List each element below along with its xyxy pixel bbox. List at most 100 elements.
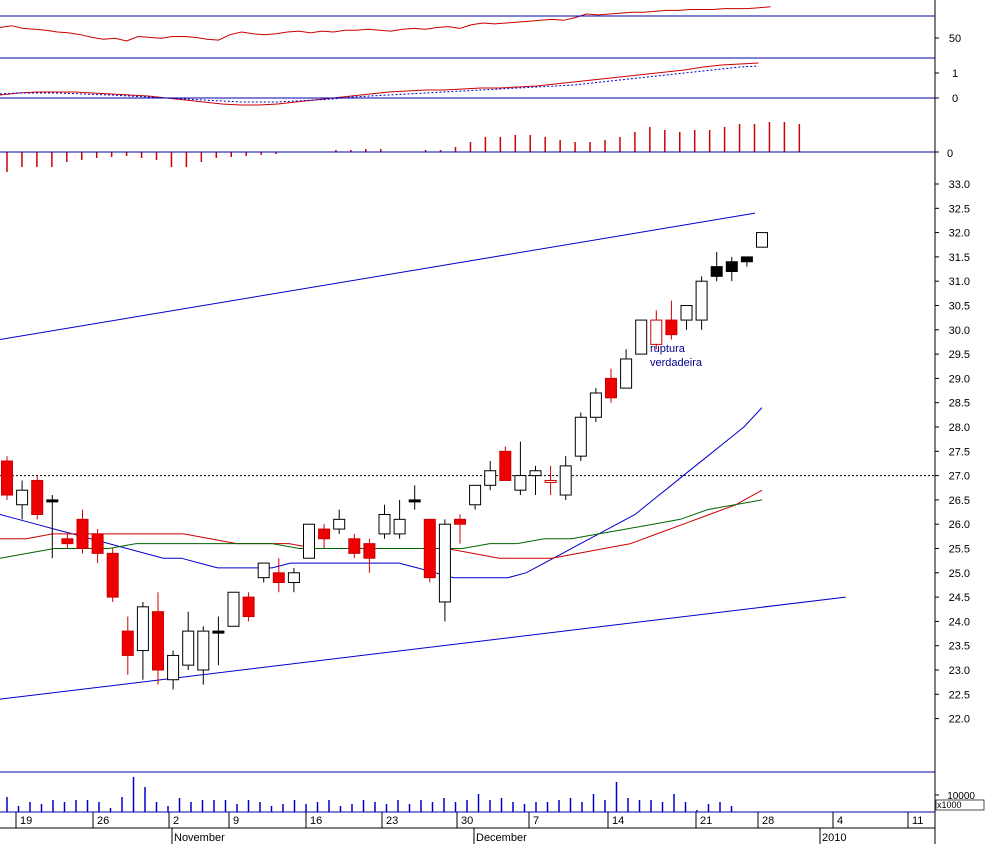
x-tick-label: 21 [700,815,712,827]
y-tick-label: 22.5 [949,689,970,701]
candle-body [152,611,164,671]
candle-body [197,630,210,671]
annotation-text: ruptura [650,343,686,355]
moving-average-line [0,407,763,579]
candle-body [1,460,13,496]
y-tick-label: 32.0 [949,228,970,240]
candle-body [227,591,240,627]
candle-body [574,416,587,457]
candle-body [363,543,376,559]
candle-body [423,518,436,579]
annotation-text: verdadeira [650,357,703,369]
candle-body [121,630,134,656]
candle-body [272,572,285,584]
y-tick-label: 31.0 [949,276,970,288]
candle-body [635,319,648,355]
candle-body [620,358,633,389]
candle-body [408,499,421,503]
candle-body [756,232,768,248]
candle-body [106,552,119,598]
candle-body [514,475,527,491]
unit-label-box [935,799,985,811]
y-tick-label: 24.5 [949,592,970,604]
y-tick-label: 32.5 [949,203,970,215]
candle-body [91,533,104,554]
candle-body [348,538,361,554]
macd-line [0,62,759,106]
y-tick-label: 30.0 [949,325,970,337]
y-tick-label: 24.0 [949,616,970,628]
candle-body [454,518,466,525]
y-tick-label: 0 [952,93,958,105]
candle-body [665,319,678,336]
month-label: December [476,832,527,844]
x-tick-label: 19 [20,815,32,827]
candle-body [136,606,149,652]
candle-body [544,479,557,483]
y-tick-label: 27.0 [949,471,970,483]
y-tick-label: 27.5 [949,446,970,458]
candle-body [680,305,693,321]
candle-body [710,266,723,277]
candle-body [257,562,270,579]
y-tick-label: 23.5 [949,641,970,653]
y-tick-label: 28.0 [949,422,970,434]
month-label: 2010 [822,832,846,844]
y-tick-label: 50 [949,33,961,45]
candle-body [287,572,300,584]
y-tick-label: 30.5 [949,301,970,313]
candle-body [605,377,617,399]
candle-body [725,261,738,272]
y-tick-label: 22.0 [949,714,970,726]
macd-panel: 10 [0,62,958,106]
candle-body [469,484,482,506]
macd-line [0,65,759,103]
y-tick-label: 25.0 [949,568,970,580]
y-tick-label: 10000 [947,791,975,802]
candle-body [303,523,315,559]
month-label: November [174,832,225,844]
price-panel: 22.0 22.5 23.0 23.5 24.0 24.5 25.0 25.5 26.0 26.5… [0,179,970,726]
y-tick-label: 26.0 [949,519,970,531]
x-tick-label: 23 [386,815,398,827]
candle-body [589,392,602,418]
candle-body [76,518,89,550]
candle-body [393,518,406,535]
candle-body [167,654,180,681]
trend-line [0,212,756,341]
y-tick-label: 29.0 [949,373,970,385]
candle-body [740,256,753,263]
x-tick-label: 30 [461,815,473,827]
x-tick-label: 7 [533,815,539,827]
y-tick-label: 25.5 [949,544,970,556]
y-tick-label: 1 [952,68,958,80]
x-tick-label: 26 [97,815,109,827]
candle-body [31,479,44,515]
x-tick-label: 9 [233,815,239,827]
x-tick-label: 28 [762,815,774,827]
y-tick-label: 23.0 [949,665,970,677]
candle-body [333,518,346,530]
y-tick-label: 0 [947,148,953,160]
x-tick-label: 2 [173,815,179,827]
candle-body [650,319,663,345]
x-tick-label: 11 [912,815,923,827]
candle-body [318,528,331,540]
unit-label: x1000 [937,800,962,810]
x-tick-label: 4 [837,815,843,827]
histogram-panel: 0 [6,122,953,172]
y-tick-label: 29.5 [949,349,970,361]
candle-body [484,470,497,486]
y-tick-label: 31.5 [949,252,970,264]
rsi-line [0,6,771,42]
candle-body [212,630,225,634]
candle-body [438,523,451,603]
candle-body [182,630,195,666]
x-tick-label: 16 [310,815,322,827]
candle-body [695,280,708,321]
candle-body [559,465,572,496]
candle-body [378,513,391,535]
candle-body [529,470,542,477]
